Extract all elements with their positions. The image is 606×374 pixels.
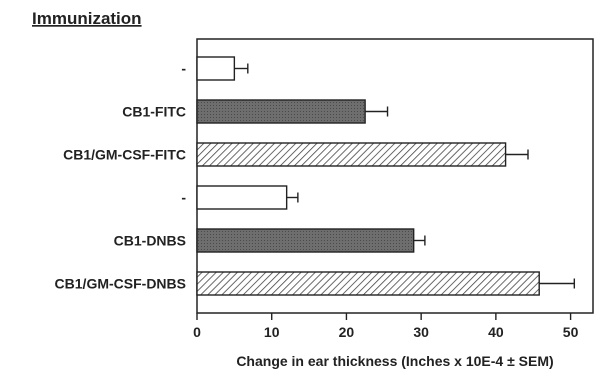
bar-2 xyxy=(196,99,366,124)
x-axis-label: Change in ear thickness (Inches x 10E-4 … xyxy=(236,353,553,369)
bar-3 xyxy=(196,142,507,167)
x-tick-label-50: 50 xyxy=(563,324,579,340)
error-bar-2 xyxy=(365,106,389,117)
category-labels: - CB1-FITC CB1/GM-CSF-FITC - CB1-DNBS CB1/GM-… xyxy=(55,61,187,292)
plot-frame xyxy=(196,38,594,314)
bar-5 xyxy=(196,228,415,253)
category-label-1: - xyxy=(181,61,186,77)
error-bar-5 xyxy=(413,235,426,246)
bar-4 xyxy=(196,185,288,210)
error-bar-4 xyxy=(286,192,299,203)
error-bar-6 xyxy=(539,278,576,289)
error-bar-3 xyxy=(505,149,529,160)
category-label-2: CB1-FITC xyxy=(122,104,186,120)
bar-6 xyxy=(196,271,540,296)
chart-title: Immunization xyxy=(32,9,142,28)
bar-1 xyxy=(196,56,236,81)
x-tick-label-40: 40 xyxy=(488,324,504,340)
category-label-3: CB1/GM-CSF-FITC xyxy=(63,147,186,163)
x-tick-label-0: 0 xyxy=(193,324,201,340)
x-tick-label-10: 10 xyxy=(264,324,280,340)
x-tick-label-30: 30 xyxy=(413,324,429,340)
category-label-4: - xyxy=(181,190,186,206)
x-tick-label-20: 20 xyxy=(339,324,355,340)
category-label-5: CB1-DNBS xyxy=(114,233,186,249)
x-axis-ticks: 0 10 20 30 40 50 xyxy=(193,313,579,340)
category-label-6: CB1/GM-CSF-DNBS xyxy=(55,276,186,292)
error-bar-1 xyxy=(234,63,249,74)
bars-layer xyxy=(196,56,576,296)
